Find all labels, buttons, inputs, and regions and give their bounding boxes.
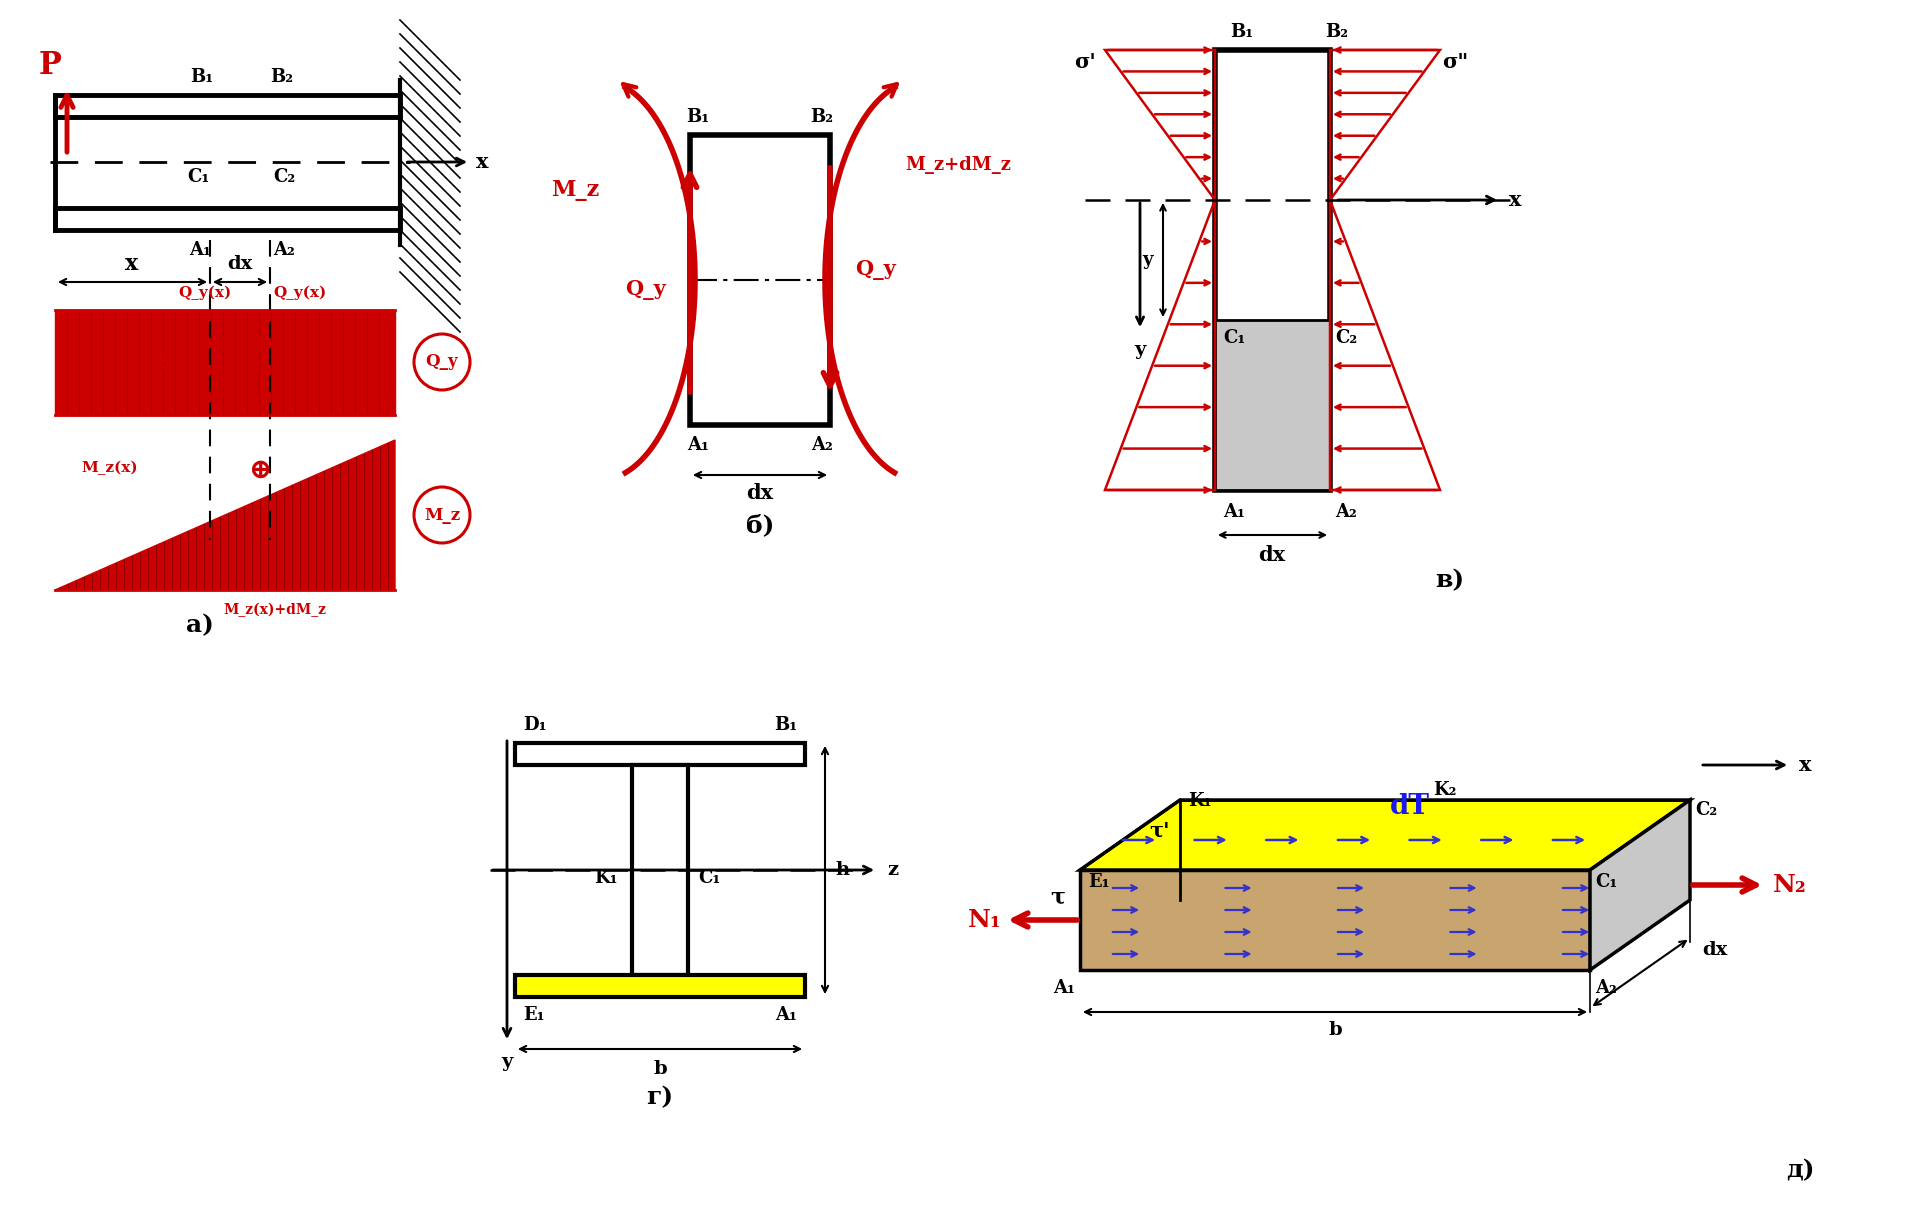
Text: x: x bbox=[126, 253, 139, 275]
Text: E₁: E₁ bbox=[524, 1007, 545, 1024]
Text: x: x bbox=[1509, 190, 1522, 210]
Text: A₂: A₂ bbox=[272, 241, 295, 259]
Text: A₁: A₁ bbox=[688, 436, 709, 454]
Bar bbox=[690, 135, 831, 425]
Text: N₁: N₁ bbox=[968, 908, 1002, 932]
Text: A₁: A₁ bbox=[1223, 503, 1244, 521]
Text: Q_y(x): Q_y(x) bbox=[179, 286, 232, 300]
Text: C₁: C₁ bbox=[697, 869, 720, 887]
Text: y: y bbox=[501, 1053, 512, 1070]
Text: A₂: A₂ bbox=[1594, 980, 1617, 997]
Text: b: b bbox=[1328, 1021, 1341, 1039]
Polygon shape bbox=[55, 440, 394, 590]
Text: ⊕: ⊕ bbox=[149, 349, 171, 376]
Text: D₁: D₁ bbox=[524, 717, 547, 734]
Text: г): г) bbox=[646, 1085, 674, 1109]
Bar bbox=[632, 764, 688, 975]
Text: C₁: C₁ bbox=[1223, 329, 1246, 347]
Bar bbox=[514, 975, 806, 997]
Text: C₂: C₂ bbox=[1335, 329, 1356, 347]
Text: B₁: B₁ bbox=[686, 108, 709, 127]
Text: B₂: B₂ bbox=[810, 108, 834, 127]
Text: B₁: B₁ bbox=[773, 717, 796, 734]
Text: в): в) bbox=[1436, 568, 1465, 592]
Text: P: P bbox=[38, 49, 61, 81]
Text: h: h bbox=[836, 862, 850, 879]
Text: A₁: A₁ bbox=[1053, 980, 1074, 997]
Text: τ': τ' bbox=[1151, 820, 1170, 839]
Text: д): д) bbox=[1785, 1158, 1814, 1182]
Text: K₁: K₁ bbox=[1189, 791, 1212, 810]
Text: а): а) bbox=[187, 613, 213, 637]
Text: Q_y: Q_y bbox=[625, 280, 665, 300]
Text: y: y bbox=[1133, 340, 1145, 359]
Text: dx: dx bbox=[1259, 544, 1286, 565]
Text: M_z(x)+dM_z: M_z(x)+dM_z bbox=[223, 603, 326, 617]
Text: B₂: B₂ bbox=[271, 68, 293, 86]
Text: M_z+dM_z: M_z+dM_z bbox=[905, 156, 1012, 175]
Bar bbox=[1215, 320, 1330, 490]
Text: K₁: K₁ bbox=[594, 869, 617, 887]
Text: B₂: B₂ bbox=[1326, 23, 1349, 41]
Text: ⊕: ⊕ bbox=[248, 456, 272, 483]
Text: Q_y(x): Q_y(x) bbox=[274, 286, 326, 300]
Text: A₁: A₁ bbox=[189, 241, 211, 259]
Text: M_z: M_z bbox=[551, 179, 600, 202]
Text: dx: dx bbox=[227, 254, 253, 273]
Text: K₂: K₂ bbox=[1433, 780, 1457, 799]
Text: x: x bbox=[1798, 755, 1812, 775]
Text: x: x bbox=[476, 152, 488, 172]
Text: C₁: C₁ bbox=[1594, 873, 1617, 891]
Text: b: b bbox=[653, 1059, 667, 1078]
Text: dx: dx bbox=[1703, 941, 1728, 959]
Text: M_z(x): M_z(x) bbox=[82, 461, 139, 476]
Text: B₁: B₁ bbox=[1231, 23, 1253, 41]
Text: A₁: A₁ bbox=[775, 1007, 796, 1024]
Text: C₁: C₁ bbox=[187, 168, 210, 186]
Text: C₂: C₂ bbox=[272, 168, 295, 186]
Text: z: z bbox=[888, 862, 899, 879]
Polygon shape bbox=[55, 208, 400, 230]
Text: A₂: A₂ bbox=[1335, 503, 1356, 521]
Text: M_z: M_z bbox=[425, 506, 461, 524]
Text: dx: dx bbox=[747, 483, 773, 503]
Text: τ: τ bbox=[1050, 887, 1065, 909]
Bar bbox=[514, 744, 806, 764]
Text: dT: dT bbox=[1391, 794, 1431, 821]
Polygon shape bbox=[55, 95, 400, 117]
Text: E₁: E₁ bbox=[1088, 873, 1109, 891]
Polygon shape bbox=[1080, 870, 1591, 970]
Text: y: y bbox=[1141, 251, 1153, 269]
Text: A₂: A₂ bbox=[812, 436, 832, 454]
Polygon shape bbox=[1080, 800, 1690, 870]
Text: C₂: C₂ bbox=[1695, 801, 1716, 819]
Text: σ": σ" bbox=[1442, 52, 1469, 73]
Polygon shape bbox=[55, 310, 394, 415]
Text: б): б) bbox=[747, 512, 773, 537]
Text: N₂: N₂ bbox=[1774, 873, 1806, 897]
Bar bbox=[1215, 50, 1330, 490]
Polygon shape bbox=[1591, 800, 1690, 970]
Text: Q_y: Q_y bbox=[425, 354, 459, 370]
Text: Q_y: Q_y bbox=[855, 261, 895, 280]
Text: B₁: B₁ bbox=[190, 68, 213, 86]
Text: σ': σ' bbox=[1074, 52, 1095, 73]
